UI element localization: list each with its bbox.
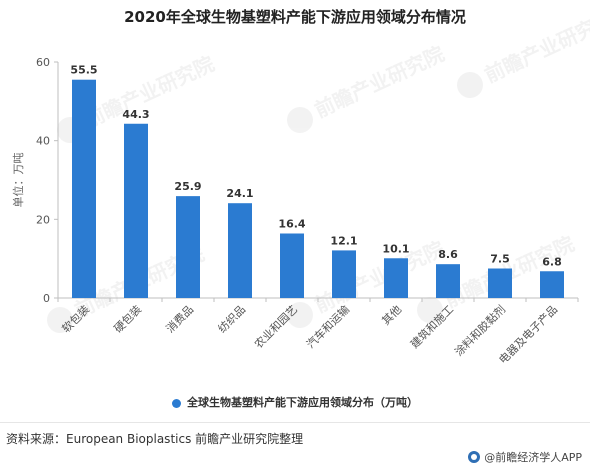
brand-label: @前瞻经济学人APP <box>484 451 582 464</box>
chart-title: 2020年全球生物基塑料产能下游应用领域分布情况 <box>124 8 466 26</box>
watermark: 前瞻产业研究院 <box>287 41 448 133</box>
y-tick-label: 40 <box>36 135 50 148</box>
y-tick-label: 0 <box>43 292 50 305</box>
bar-value-label: 44.3 <box>122 108 149 121</box>
legend: 全球生物基塑料产能下游应用领域分布（万吨） <box>0 394 590 410</box>
watermark-logo-icon <box>287 107 313 133</box>
bar <box>228 203 252 298</box>
watermark-text: 前瞻产业研究院 <box>311 41 448 122</box>
bar <box>280 233 304 298</box>
x-tick-label: 农业和园艺 <box>251 302 300 351</box>
brand-footer: @前瞻经济学人APP <box>468 449 582 465</box>
bar-value-label: 55.5 <box>70 64 97 77</box>
y-tick-label: 60 <box>36 56 50 69</box>
x-tick-label: 硬包装 <box>112 303 145 336</box>
legend-swatch <box>172 398 181 408</box>
y-axis-label: 单位：万吨 <box>11 153 25 208</box>
legend-label: 全球生物基塑料产能下游应用领域分布（万吨） <box>187 396 418 409</box>
source-note: 资料来源：European Bioplastics 前瞻产业研究院整理 <box>6 432 304 446</box>
y-tick-label: 20 <box>36 213 50 226</box>
x-tick-label: 纺织品 <box>215 302 248 335</box>
bar <box>436 264 460 298</box>
watermark: 前瞻产业研究院 <box>457 6 590 98</box>
watermark-logo-icon <box>417 297 443 323</box>
watermark-logo-icon <box>47 307 73 333</box>
bar <box>332 250 356 298</box>
watermark-logo-icon <box>457 72 483 98</box>
bar-value-label: 25.9 <box>174 180 201 193</box>
divider <box>0 422 590 423</box>
bar-value-label: 12.1 <box>330 234 357 247</box>
bar-value-label: 16.4 <box>278 217 305 230</box>
watermark-text: 前瞻产业研究院 <box>481 6 590 87</box>
brand-logo-icon <box>468 451 481 463</box>
watermark-logo-icon <box>287 302 313 328</box>
bar-series: 55.5 44.3 25.9 24.1 16.4 12.1 10.1 8.6 7.5 6.8 <box>70 64 564 299</box>
bar <box>72 79 96 298</box>
x-tick-label: 消费品 <box>163 302 196 335</box>
x-tick-label: 其他 <box>379 303 404 328</box>
bar <box>384 258 408 298</box>
bar-value-label: 24.1 <box>226 187 253 200</box>
bar-value-label: 8.6 <box>438 248 458 261</box>
bar <box>540 271 564 298</box>
bar-value-label: 6.8 <box>542 255 562 268</box>
bar-chart: 前瞻产业研究院前瞻产业研究院前瞻产业研究院前瞻产业研究院前瞻产业研究院前瞻产业研… <box>11 6 590 366</box>
bar <box>488 268 512 298</box>
bar-value-label: 7.5 <box>490 253 510 266</box>
bar-value-label: 10.1 <box>382 242 409 255</box>
bar <box>124 123 148 299</box>
bar <box>176 196 200 298</box>
x-tick-label: 涂料和胶黏剂 <box>452 302 509 359</box>
